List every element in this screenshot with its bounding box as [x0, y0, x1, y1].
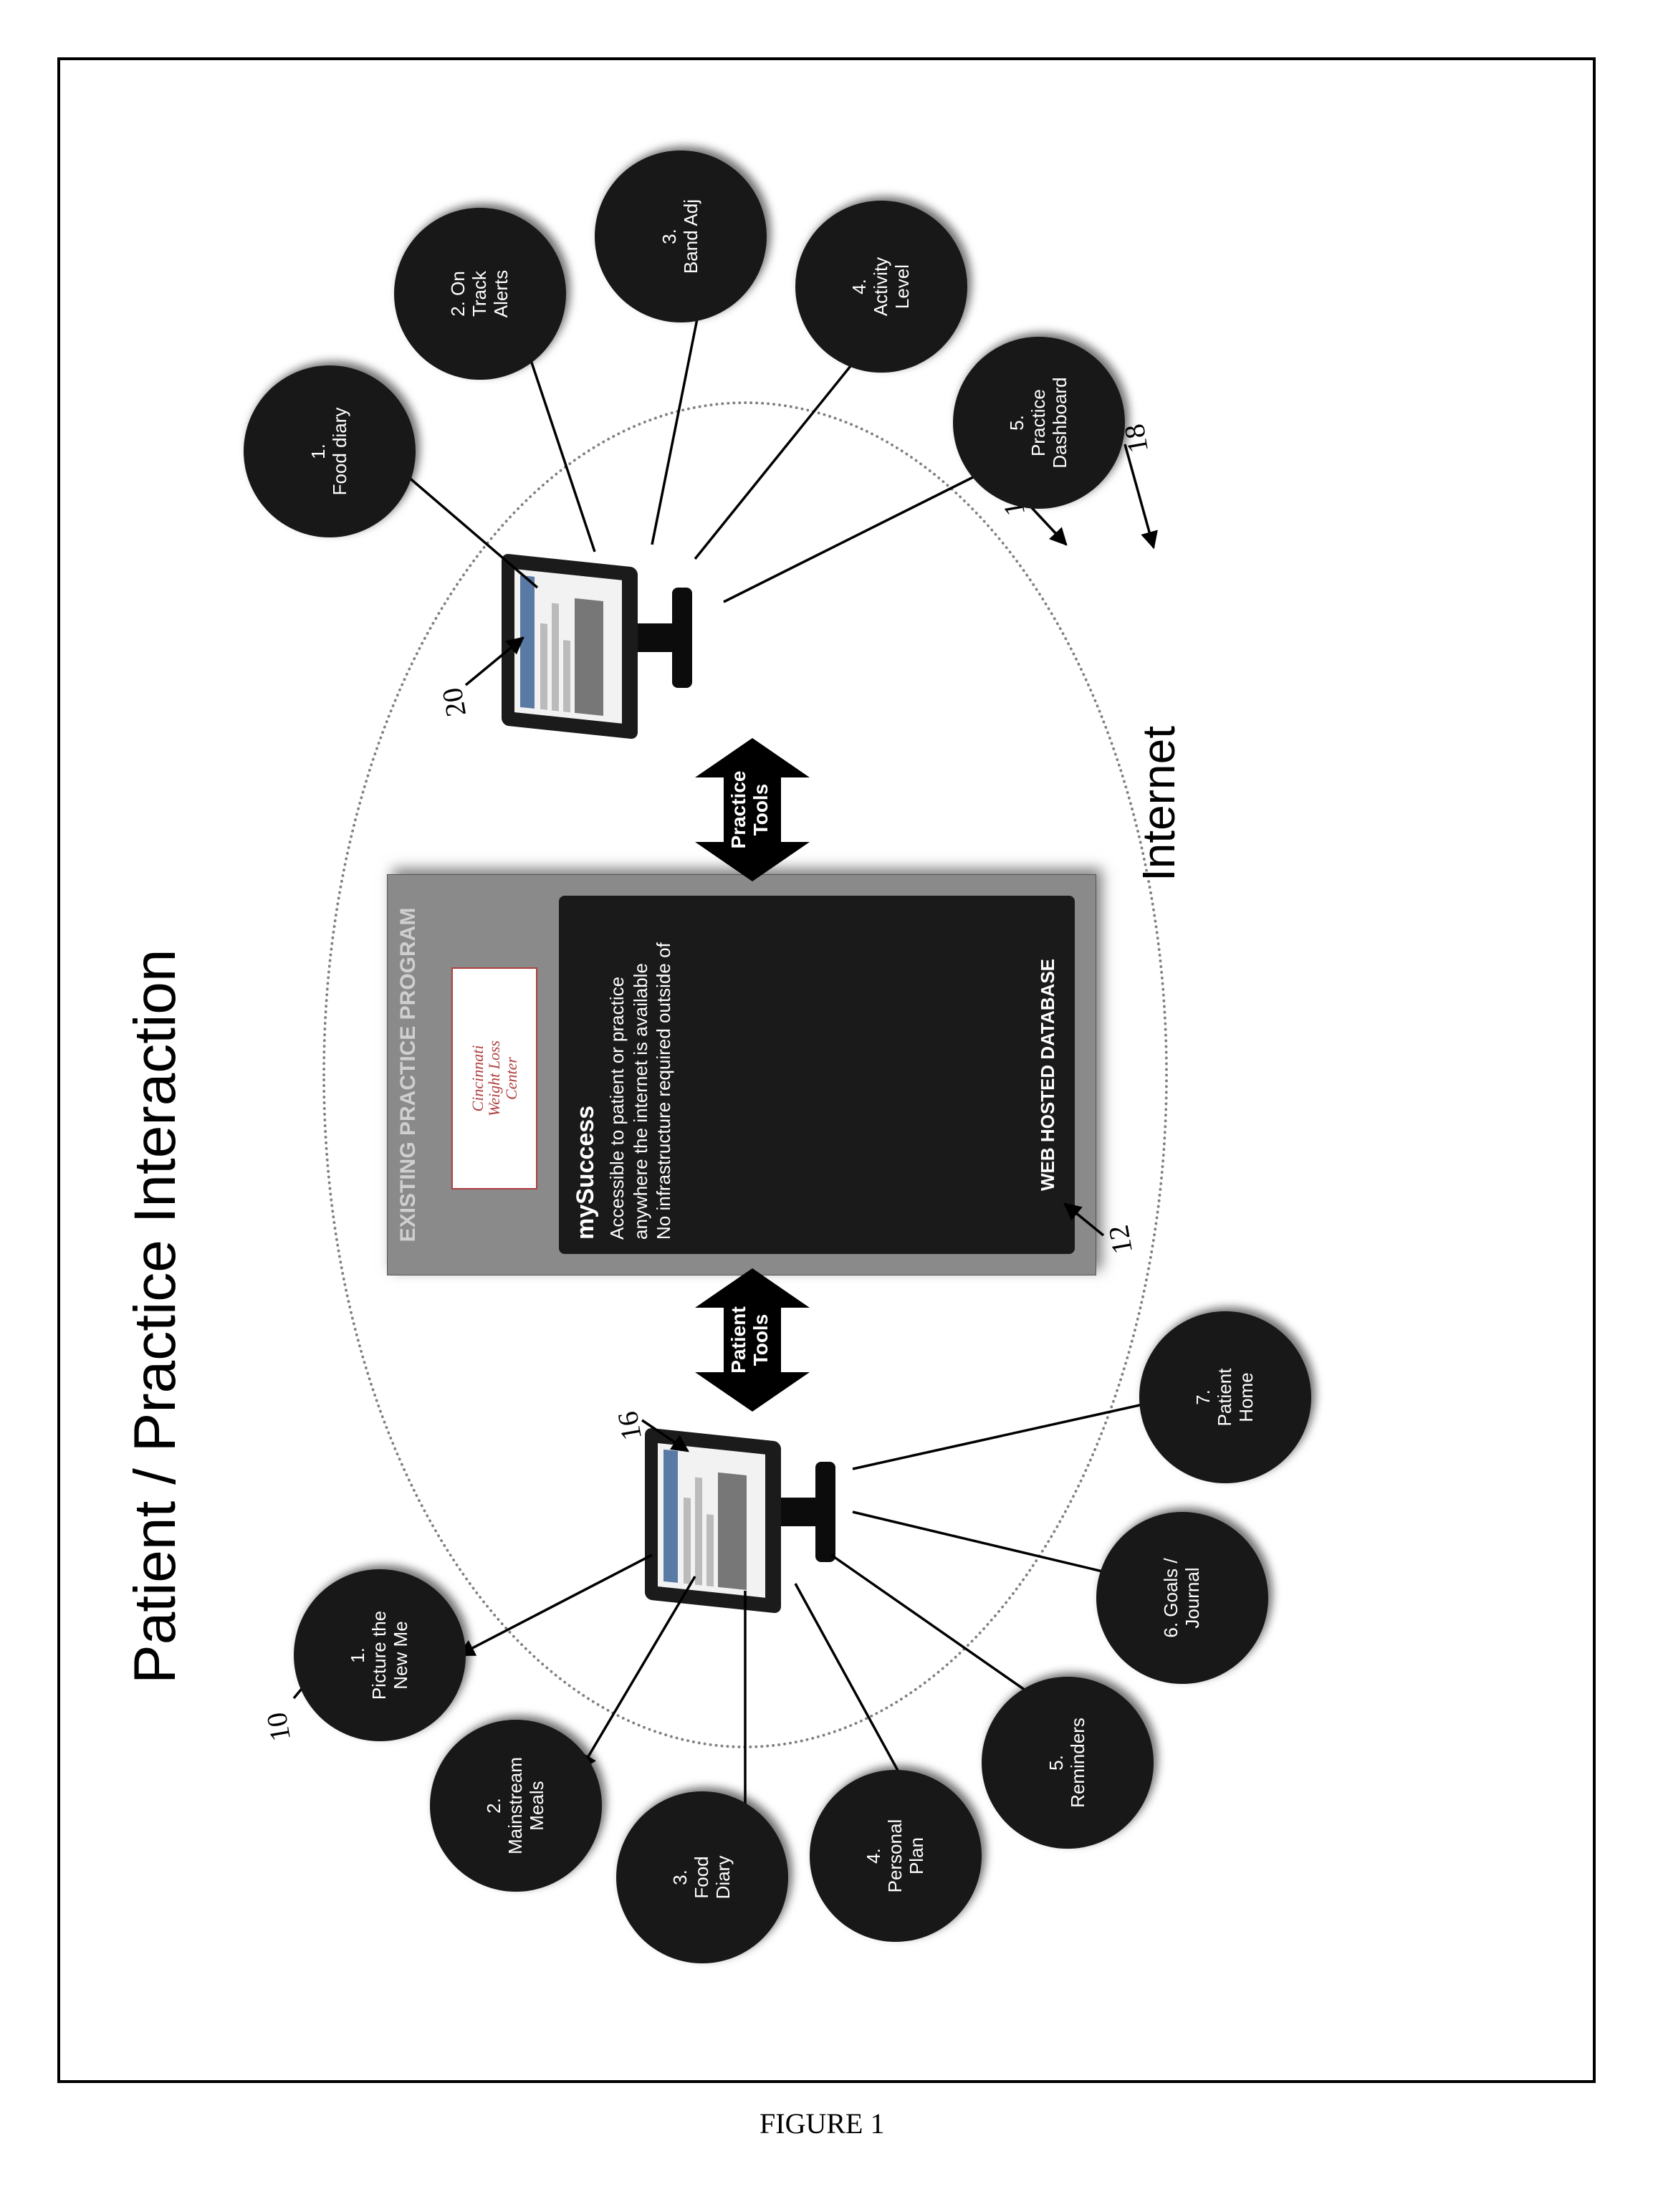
a-12 [1065, 1204, 1103, 1235]
page: Patient / Practice Interaction Internet … [0, 0, 1653, 2212]
patient-bubble: 4.PersonalPlan [810, 1770, 982, 1942]
ref-10: 10 [259, 1710, 297, 1744]
pl-1 [459, 1555, 652, 1655]
pr-4 [695, 337, 874, 559]
diagram-stage: Patient / Practice Interaction Internet … [79, 93, 1569, 2057]
a-20 [466, 638, 523, 685]
practice-bubble: 2. OnTrackAlerts [394, 208, 566, 380]
a-16 [642, 1420, 688, 1451]
practice-bubble: 1.Food diary [244, 365, 416, 537]
ref-12: 12 [1101, 1222, 1139, 1257]
pr-5 [724, 459, 1010, 602]
practice-bubble: 3.Band Adj [595, 150, 767, 322]
patient-bubble: 2.MainstreamMeals [430, 1720, 602, 1892]
practice-bubble: 5.PracticeDashboard [953, 337, 1125, 509]
patient-bubble: 7.PatientHome [1139, 1311, 1311, 1483]
a-18 [1125, 444, 1154, 547]
ref-16: 16 [610, 1409, 648, 1443]
pr-3 [652, 294, 702, 545]
pl-2 [580, 1576, 695, 1770]
patient-bubble: 6. Goals /Journal [1096, 1512, 1268, 1684]
patient-bubble: 1.Picture theNew Me [294, 1569, 466, 1741]
practice-bubble: 4.ActivityLevel [795, 201, 967, 373]
pl-7 [853, 1397, 1175, 1469]
ref-20: 20 [435, 685, 473, 719]
patient-bubble: 5.Reminders [982, 1677, 1154, 1849]
patient-bubble: 3.FoodDiary [616, 1791, 788, 1963]
pr-2 [523, 337, 595, 552]
figure-label: FIGURE 1 [760, 2107, 884, 2140]
